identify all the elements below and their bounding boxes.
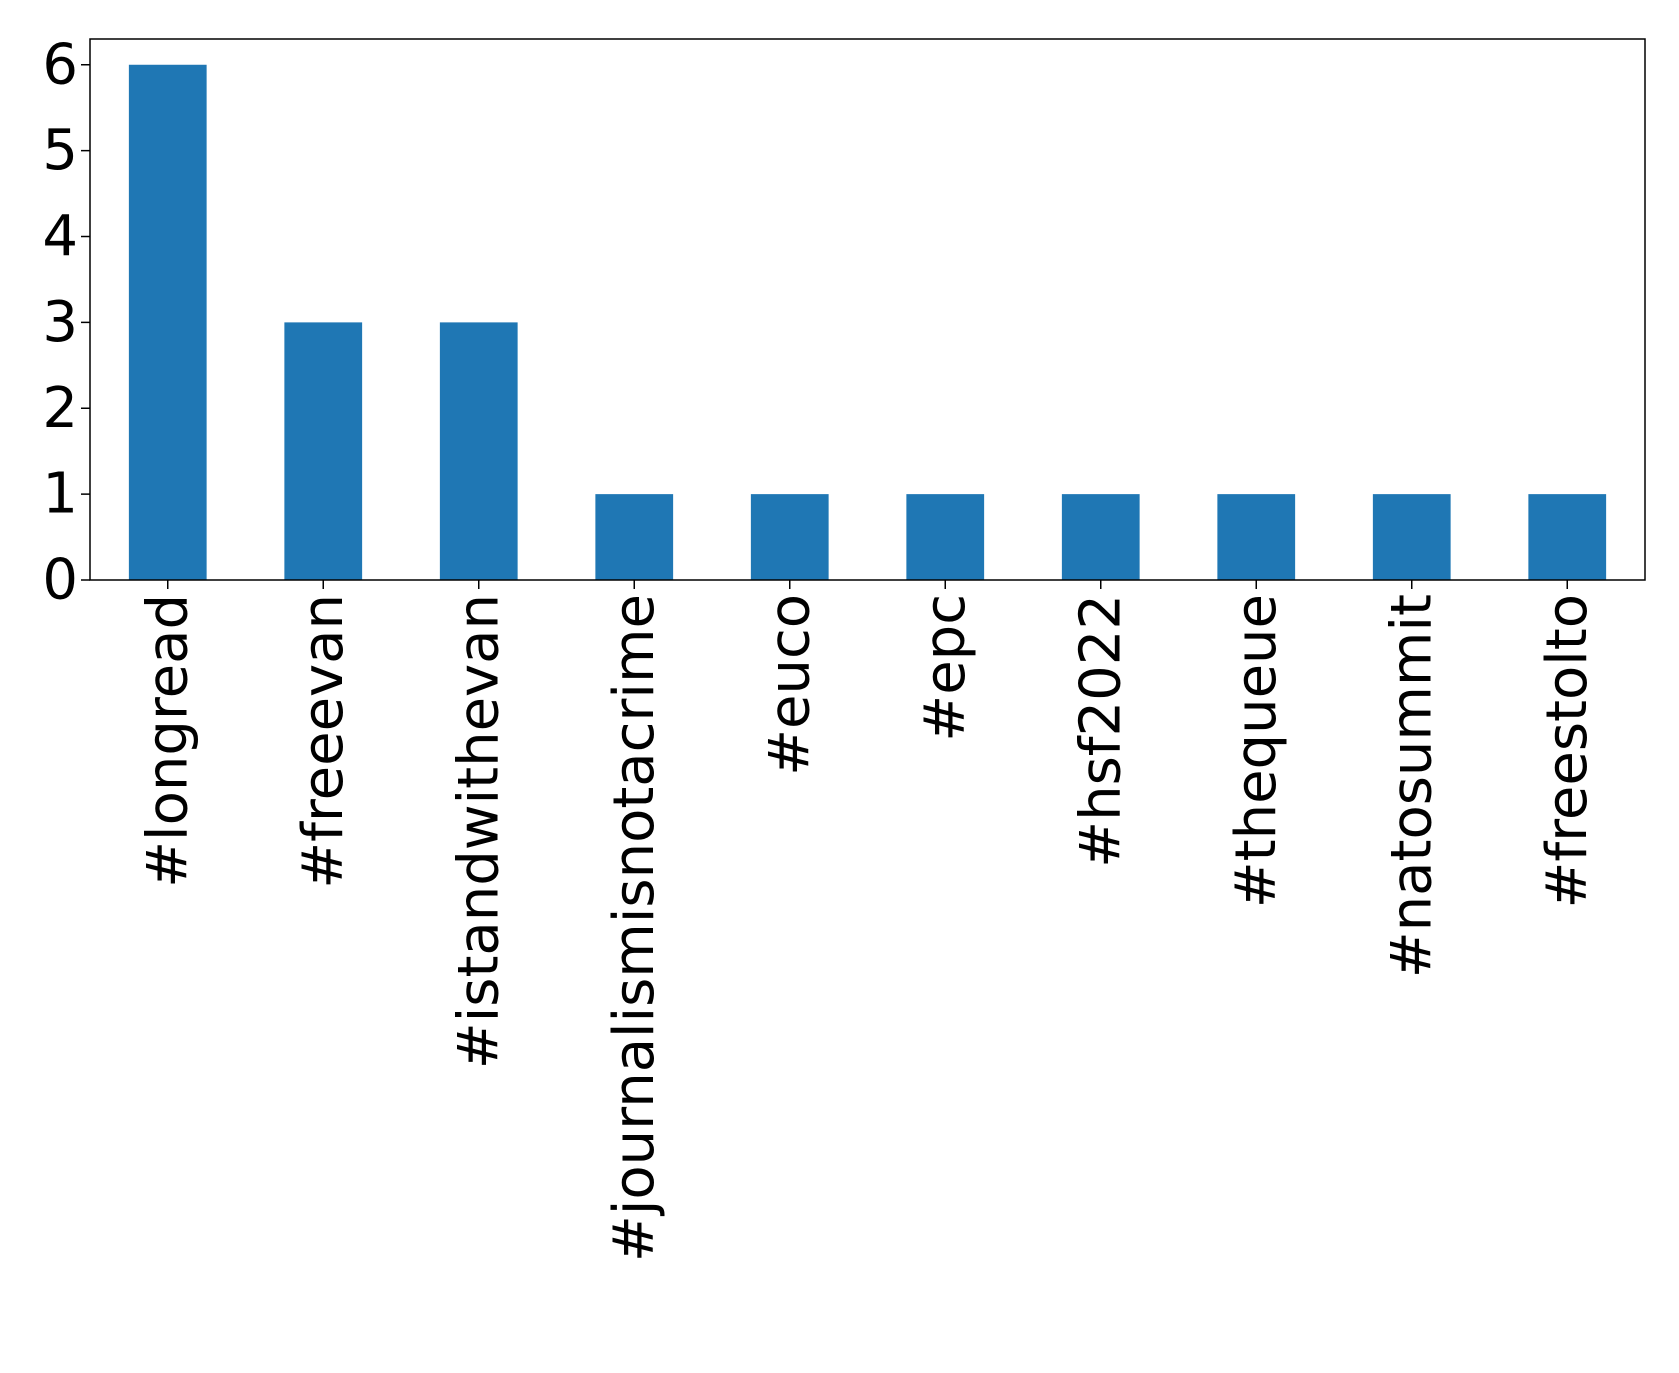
y-tick-label: 1 bbox=[42, 462, 78, 527]
bar-longread bbox=[128, 64, 207, 580]
y-axis: 0 1 2 3 4 5 6 bbox=[42, 32, 90, 613]
bars-group bbox=[128, 64, 1607, 580]
x-tick-label-hsf2022: #hsf2022 bbox=[1068, 594, 1133, 868]
x-tick-label-euco: #euco bbox=[757, 594, 822, 776]
x-tick-label-journalismisnotacrime: #journalismisnotacrime bbox=[602, 594, 667, 1262]
y-tick-label: 2 bbox=[42, 376, 78, 441]
bar-epc bbox=[906, 494, 985, 580]
x-tick-label-thequeue: #thequeue bbox=[1224, 594, 1289, 908]
bar-journalismisnotacrime bbox=[595, 494, 674, 580]
x-tick-label-istandwithevan: #istandwithevan bbox=[446, 594, 511, 1069]
x-tick-label-freeevan: #freeevan bbox=[291, 594, 356, 889]
bar-istandwithevan bbox=[439, 322, 518, 580]
x-axis: #longread #freeevan #istandwithevan #journa… bbox=[135, 580, 1600, 1262]
x-tick-label-epc: #epc bbox=[913, 594, 978, 742]
x-tick-label-longread: #longread bbox=[135, 594, 200, 888]
y-tick-label: 4 bbox=[42, 204, 78, 269]
y-tick-label: 5 bbox=[42, 118, 78, 183]
bar-thequeue bbox=[1217, 494, 1296, 580]
bar-freestolto bbox=[1528, 494, 1607, 580]
bar-natosummit bbox=[1372, 494, 1451, 580]
y-tick-label: 0 bbox=[42, 548, 78, 613]
bar-hsf2022 bbox=[1061, 494, 1140, 580]
x-tick-label-freestolto: #freestolto bbox=[1535, 594, 1600, 909]
bar-freeevan bbox=[284, 322, 363, 580]
bar-euco bbox=[750, 494, 829, 580]
x-tick-label-natosummit: #natosummit bbox=[1379, 594, 1444, 978]
plot-frame bbox=[89, 38, 1646, 581]
y-tick-label: 6 bbox=[42, 32, 78, 97]
y-tick-label: 3 bbox=[42, 290, 78, 355]
